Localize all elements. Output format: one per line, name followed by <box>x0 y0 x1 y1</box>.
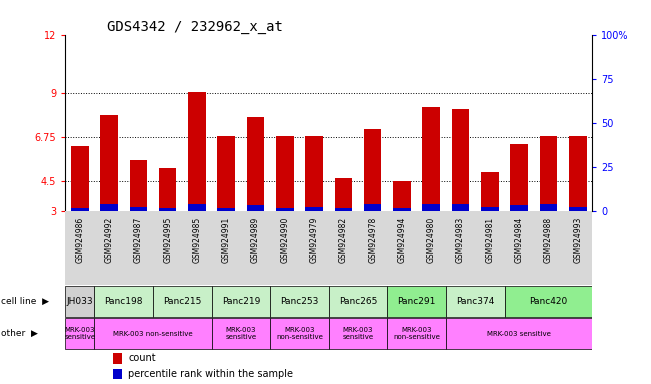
Text: MRK-003
sensitive: MRK-003 sensitive <box>64 327 95 340</box>
Bar <box>71 146 89 211</box>
Text: other  ▶: other ▶ <box>1 329 38 338</box>
Text: GSM924980: GSM924980 <box>427 217 436 263</box>
Text: GSM924995: GSM924995 <box>163 217 172 263</box>
Bar <box>130 160 147 211</box>
Text: MRK-003
sensitive: MRK-003 sensitive <box>342 327 374 340</box>
Bar <box>510 144 528 211</box>
Bar <box>422 107 440 211</box>
FancyBboxPatch shape <box>329 318 387 349</box>
FancyBboxPatch shape <box>387 286 446 317</box>
FancyBboxPatch shape <box>387 318 446 349</box>
Bar <box>100 115 118 211</box>
FancyBboxPatch shape <box>446 318 592 349</box>
FancyBboxPatch shape <box>65 318 94 349</box>
Bar <box>393 182 411 211</box>
Bar <box>188 204 206 211</box>
Text: GSM924992: GSM924992 <box>105 217 113 263</box>
Bar <box>188 92 206 211</box>
Bar <box>540 136 557 211</box>
Text: GSM924979: GSM924979 <box>310 217 318 263</box>
Text: GSM924984: GSM924984 <box>515 217 523 263</box>
Text: MRK-003 sensitive: MRK-003 sensitive <box>487 331 551 337</box>
Text: GSM924991: GSM924991 <box>222 217 230 263</box>
Bar <box>276 136 294 211</box>
Bar <box>481 207 499 211</box>
Text: Panc265: Panc265 <box>339 297 377 306</box>
Bar <box>247 205 264 211</box>
Text: Panc219: Panc219 <box>222 297 260 306</box>
Text: GSM924978: GSM924978 <box>368 217 377 263</box>
Text: Panc198: Panc198 <box>104 297 143 306</box>
Bar <box>71 208 89 211</box>
FancyBboxPatch shape <box>446 286 505 317</box>
Text: cell line  ▶: cell line ▶ <box>1 297 49 306</box>
Bar <box>540 204 557 211</box>
Text: GSM924981: GSM924981 <box>486 217 494 263</box>
Text: MRK-003
sensitive: MRK-003 sensitive <box>225 327 256 340</box>
Text: GSM924990: GSM924990 <box>281 217 289 263</box>
Bar <box>113 353 122 364</box>
Text: GSM924989: GSM924989 <box>251 217 260 263</box>
Text: Panc291: Panc291 <box>398 297 436 306</box>
Bar <box>305 136 323 211</box>
Bar <box>305 207 323 211</box>
Bar <box>393 208 411 211</box>
Text: percentile rank within the sample: percentile rank within the sample <box>128 369 294 379</box>
FancyBboxPatch shape <box>94 286 153 317</box>
Text: Panc420: Panc420 <box>529 297 568 306</box>
FancyBboxPatch shape <box>329 286 387 317</box>
Bar <box>276 208 294 211</box>
FancyBboxPatch shape <box>505 286 592 317</box>
FancyBboxPatch shape <box>153 286 212 317</box>
Bar <box>335 208 352 211</box>
Bar <box>364 129 381 211</box>
Text: GDS4342 / 232962_x_at: GDS4342 / 232962_x_at <box>107 20 283 33</box>
Bar <box>452 109 469 211</box>
Text: JH033: JH033 <box>66 297 93 306</box>
Bar <box>159 208 176 211</box>
Bar <box>422 204 440 211</box>
Bar <box>130 207 147 211</box>
Bar <box>452 204 469 211</box>
Text: GSM924985: GSM924985 <box>193 217 201 263</box>
Bar <box>569 136 587 211</box>
FancyBboxPatch shape <box>94 318 212 349</box>
Text: MRK-003
non-sensitive: MRK-003 non-sensitive <box>276 327 323 340</box>
Bar <box>100 204 118 211</box>
Text: Panc253: Panc253 <box>281 297 318 306</box>
Text: MRK-003 non-sensitive: MRK-003 non-sensitive <box>113 331 193 337</box>
Bar <box>113 369 122 379</box>
Text: GSM924983: GSM924983 <box>456 217 465 263</box>
FancyBboxPatch shape <box>270 286 329 317</box>
Bar <box>247 117 264 211</box>
Bar <box>364 204 381 211</box>
Text: GSM924988: GSM924988 <box>544 217 553 263</box>
Bar <box>159 168 176 211</box>
Bar <box>335 177 352 211</box>
FancyBboxPatch shape <box>65 286 94 317</box>
Text: count: count <box>128 353 156 363</box>
Bar <box>481 172 499 211</box>
Bar <box>569 207 587 211</box>
Bar <box>217 208 235 211</box>
FancyBboxPatch shape <box>212 318 270 349</box>
Text: Panc215: Panc215 <box>163 297 201 306</box>
Bar <box>510 205 528 211</box>
Text: GSM924994: GSM924994 <box>398 217 406 263</box>
FancyBboxPatch shape <box>212 286 270 317</box>
Text: MRK-003
non-sensitive: MRK-003 non-sensitive <box>393 327 440 340</box>
Text: GSM924986: GSM924986 <box>76 217 84 263</box>
FancyBboxPatch shape <box>270 318 329 349</box>
Text: GSM924987: GSM924987 <box>134 217 143 263</box>
Bar <box>217 136 235 211</box>
Text: GSM924993: GSM924993 <box>574 217 582 263</box>
Text: Panc374: Panc374 <box>456 297 494 306</box>
Text: GSM924982: GSM924982 <box>339 217 348 263</box>
